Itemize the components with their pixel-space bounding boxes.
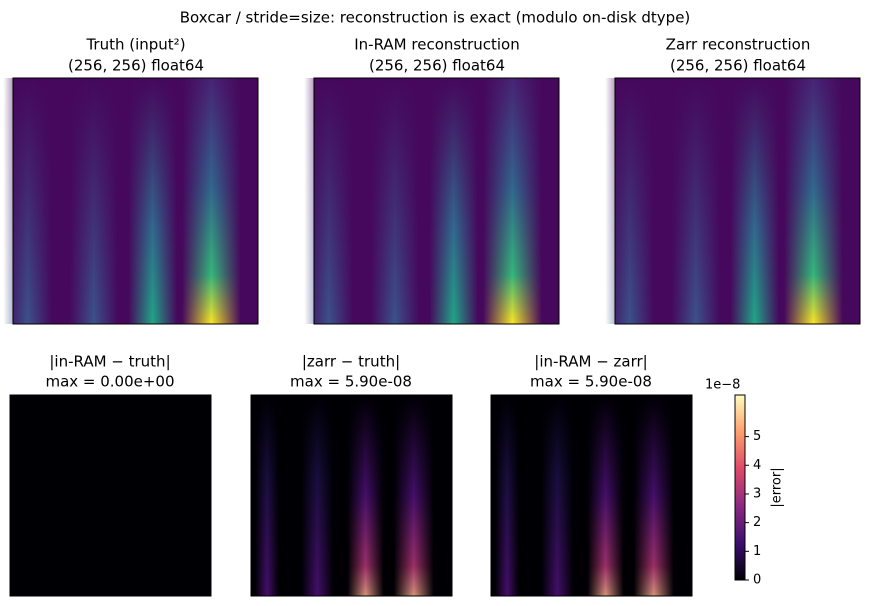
colorbar-tick-label: 2 (753, 515, 761, 530)
image (9, 394, 212, 597)
panel-title: |in-RAM − truth| (49, 353, 170, 371)
panel-subtitle: max = 0.00e+00 (45, 373, 174, 391)
panel-title: |zarr − truth| (302, 353, 400, 371)
panel-subtitle: max = 5.90e-08 (290, 373, 412, 391)
image-stripe (483, 78, 542, 324)
image-stripe (255, 395, 280, 596)
colorbar-tick-label: 0 (753, 573, 761, 588)
colorbar-tick-label: 1 (753, 544, 761, 559)
image-stripe (587, 395, 624, 596)
colorbar-tick-label: 4 (753, 458, 761, 473)
colorbar-label: |error| (770, 467, 785, 507)
image-stripe (182, 78, 241, 324)
image-frame (614, 77, 861, 325)
image-stripe (605, 78, 655, 324)
colorbar-tick-label: 5 (753, 429, 761, 444)
image-stripe (633, 395, 674, 596)
image-stripe (671, 78, 721, 324)
image (490, 394, 693, 597)
panel-subtitle: (256, 256) float64 (670, 57, 806, 75)
colorbar-tick-label: 3 (753, 486, 761, 501)
panel-subtitle: (256, 256) float64 (68, 57, 204, 75)
image-stripe (304, 78, 354, 324)
figure-title: Boxcar / stride=size: reconstruction is … (180, 9, 691, 27)
panel-title: Truth (input²) (85, 36, 185, 54)
image-stripe (370, 78, 420, 324)
image-stripe (128, 78, 178, 324)
image-stripe (347, 395, 384, 596)
image-stripe (730, 78, 780, 324)
image-stripe (429, 78, 479, 324)
image (605, 77, 861, 325)
image-frame (313, 77, 560, 325)
image-stripe (393, 395, 434, 596)
image (304, 77, 560, 325)
image-bg (10, 395, 211, 596)
image-frame (490, 394, 693, 597)
image-stripe (784, 78, 843, 324)
panel-title: In-RAM reconstruction (354, 36, 519, 54)
image-stripe (495, 395, 520, 596)
image-frame (250, 394, 453, 597)
panel-title: |in-RAM − zarr| (534, 353, 647, 371)
image-frame (12, 77, 259, 325)
image (3, 77, 259, 325)
colorbar-offset: 1e−8 (705, 378, 740, 393)
image-frame (9, 394, 212, 597)
panel-subtitle: max = 5.90e-08 (530, 373, 652, 391)
panel-subtitle: (256, 256) float64 (369, 57, 505, 75)
colorbar (734, 394, 746, 581)
image-stripe (541, 395, 574, 596)
image (250, 394, 453, 597)
panel-title: Zarr reconstruction (666, 36, 811, 54)
image-stripe (69, 78, 119, 324)
image-stripe (3, 78, 53, 324)
image-stripe (301, 395, 334, 596)
